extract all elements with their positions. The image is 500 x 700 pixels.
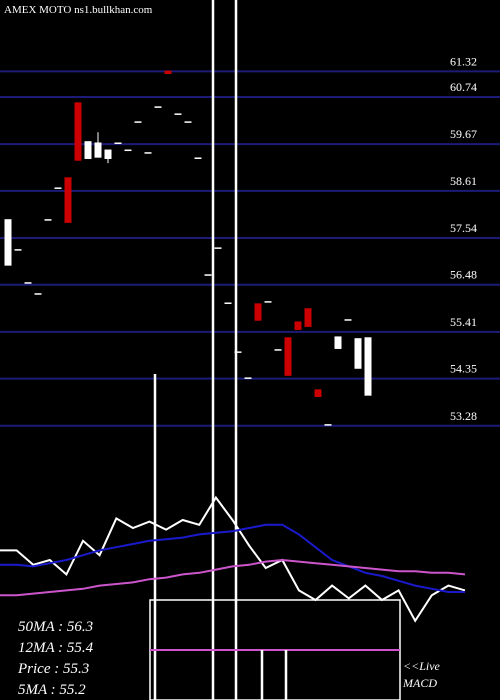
note: MACD	[402, 676, 437, 690]
indicator-line	[0, 523, 465, 593]
candle-body	[74, 102, 82, 161]
y-tick-label: 54.35	[450, 362, 477, 376]
y-tick-label: 59.67	[450, 127, 477, 141]
candle-body	[134, 121, 142, 123]
candle-body	[174, 113, 182, 115]
candle-body	[4, 219, 12, 266]
candle-body	[94, 142, 102, 158]
candle-body	[184, 121, 192, 123]
y-tick-label: 57.54	[450, 221, 477, 235]
candle-body	[44, 219, 52, 221]
legend-label: Price : 55.3	[17, 661, 89, 677]
y-tick-label: 61.32	[450, 54, 477, 68]
candle-body	[214, 247, 222, 249]
candle-body	[104, 149, 112, 159]
candle-body	[34, 293, 42, 295]
y-tick-label: 56.48	[450, 268, 477, 282]
candle-body	[314, 389, 322, 397]
y-tick-label: 55.41	[450, 315, 477, 329]
candle-body	[264, 301, 272, 303]
candle-body	[204, 274, 212, 276]
candle-body	[254, 303, 262, 321]
candle-body	[344, 319, 352, 321]
candle-body	[64, 177, 72, 223]
candle-body	[84, 141, 92, 159]
y-tick-label: 60.74	[450, 80, 477, 94]
candle-body	[54, 187, 62, 189]
legend: 50MA : 56.3 12MA : 55.4 Price : 55.3 5MA : …	[17, 619, 441, 698]
candle-body	[304, 308, 312, 327]
candle-body	[274, 349, 282, 351]
candle-body	[124, 149, 132, 152]
candle-body	[234, 351, 242, 353]
candle-body	[24, 282, 32, 284]
legend-label: 5MA : 55.2	[18, 682, 86, 698]
y-tick-label: 53.28	[450, 409, 477, 423]
indicator-line	[0, 558, 466, 597]
indicator-line	[0, 495, 466, 623]
candle-body	[144, 152, 152, 154]
indicators	[0, 495, 466, 623]
candle-body	[164, 70, 172, 74]
volume-lines	[149, 0, 401, 700]
candle-body	[354, 338, 362, 369]
candle-body	[324, 424, 332, 426]
y-tick-label: 58.61	[450, 174, 477, 188]
candle-body	[294, 321, 302, 330]
chart-title: AMEX MOTO ns1.bullkhan.com	[4, 4, 153, 16]
candle-body	[364, 337, 372, 396]
candle-body	[14, 249, 22, 251]
candles	[4, 70, 372, 426]
legend-label: 50MA : 56.3	[18, 619, 93, 635]
candle-body	[334, 336, 342, 349]
candle-body	[154, 106, 162, 108]
legend-label: 12MA : 55.4	[18, 640, 94, 656]
candle-body	[114, 142, 122, 144]
candle-body	[244, 377, 252, 379]
candle-body	[194, 157, 202, 159]
grid: 61.32 60.74 59.67 58.61 57.54 56.48 55.41 54.35…	[0, 54, 500, 427]
candle-body	[284, 337, 292, 376]
candle-body	[224, 302, 232, 304]
note: <<Live	[403, 659, 441, 673]
